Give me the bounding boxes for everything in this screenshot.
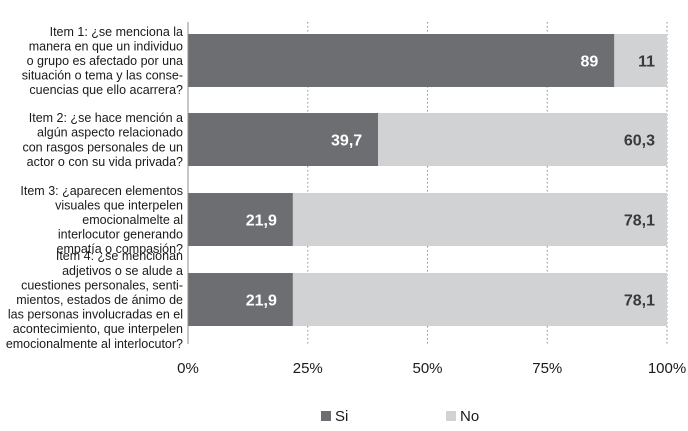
bar-no (614, 34, 667, 87)
category-label-line: empatía o compasión? (57, 242, 184, 256)
category-label-line: adjetivos o se alude a (62, 264, 183, 278)
category-label: Item 2: ¿se hace mención a algún aspecto … (22, 111, 183, 169)
category-label-line: manera en que un individuo (29, 39, 183, 53)
category-label-line: visuales que interpelen (55, 198, 183, 212)
data-label: 78,1 (624, 213, 655, 230)
x-tick-label: 50% (412, 360, 442, 377)
data-label: 21,9 (246, 213, 277, 230)
x-axis: 0% 25% 50% 75% 100% (177, 360, 686, 377)
category-label-line: situación o tema y las conse- (22, 69, 183, 83)
category-label-line: interlocutor generando (58, 228, 183, 242)
bar-si (188, 34, 615, 87)
data-label: 89 (581, 54, 599, 71)
category-label-line: Item 4: ¿se mencionan (56, 249, 183, 263)
legend-label: No (460, 408, 479, 425)
x-tick-label: 75% (532, 360, 562, 377)
bar-no (292, 273, 667, 326)
bar-no (292, 193, 667, 246)
legend: Si No (321, 408, 479, 425)
category-label-line: emocionalmelte al (82, 213, 183, 227)
bar-si (188, 113, 379, 166)
legend-swatch-si (321, 411, 331, 421)
bar-si (188, 193, 293, 246)
bars: 89 11 39,7 60,3 21,9 78,1 21,9 78,1 (187, 22, 667, 344)
category-label-line: emocionalmente al interlocutor? (6, 337, 183, 351)
category-label-line: las personas involucradas en el (8, 308, 183, 322)
data-label: 11 (638, 54, 655, 71)
data-label: 39,7 (331, 133, 362, 150)
category-label-line: actor o con su vida privada? (27, 155, 183, 169)
category-label-line: con rasgos personales de un (22, 140, 183, 154)
category-label-line: Item 1: ¿se menciona la (50, 25, 183, 39)
x-tick-label: 25% (293, 360, 323, 377)
data-label: 60,3 (624, 133, 655, 150)
data-label: 21,9 (246, 293, 277, 310)
legend-swatch-no (446, 411, 456, 421)
legend-label: Si (335, 408, 348, 425)
bar-no (378, 113, 667, 166)
category-label-line: Item 2: ¿se hace mención a (29, 111, 183, 125)
category-label: Item 4: ¿se mencionan adjetivos o se alud… (6, 249, 183, 351)
category-label-line: cuencias que ello acarrera? (29, 83, 183, 97)
category-label: Item 1: ¿se menciona la manera en que un … (22, 25, 183, 97)
category-label-line: o grupo es afectado por una (27, 54, 183, 68)
data-label: 78,1 (624, 293, 655, 310)
category-label: Item 3: ¿aparecen elementos visuales que … (20, 184, 183, 256)
category-label-line: acontecimiento, que interpelen (13, 322, 183, 336)
bar-si (188, 273, 293, 326)
category-labels: Item 1: ¿se menciona la manera en que un … (6, 25, 183, 351)
x-tick-label: 0% (177, 360, 199, 377)
category-label-line: cuestiones personales, senti- (21, 278, 183, 292)
x-tick-label: 100% (648, 360, 686, 377)
category-label-line: mientos, estados de ánimo de (16, 293, 183, 307)
category-label-line: Item 3: ¿aparecen elementos (20, 184, 183, 198)
category-label-line: algún aspecto relacionado (37, 126, 183, 140)
